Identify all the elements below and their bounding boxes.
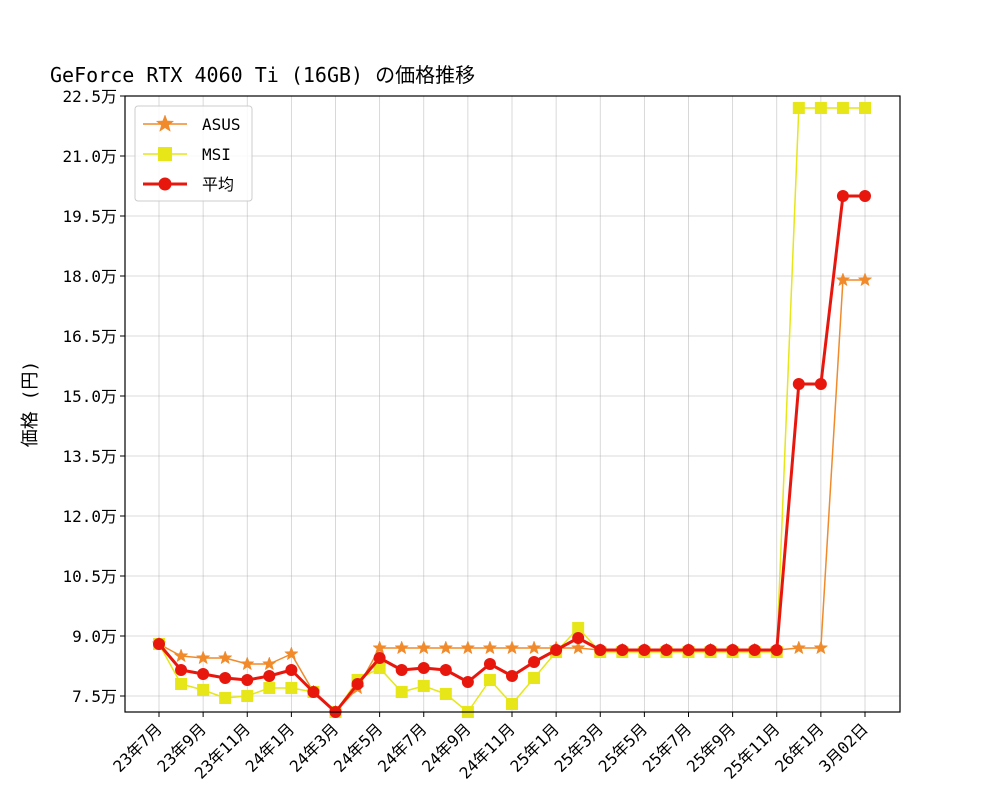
data-point <box>175 678 188 690</box>
data-point <box>528 656 541 668</box>
y-tick-label: 16.5万 <box>62 327 117 346</box>
data-point <box>814 102 827 114</box>
data-point <box>395 664 408 676</box>
series-3 <box>153 190 871 718</box>
legend-marker <box>158 147 172 161</box>
data-point <box>792 378 805 390</box>
data-point <box>219 692 232 704</box>
y-tick-label: 7.5万 <box>72 687 117 706</box>
y-tick-label: 10.5万 <box>62 567 117 586</box>
data-point <box>372 640 387 655</box>
data-point <box>173 648 189 663</box>
data-point <box>394 640 410 655</box>
data-point <box>482 640 498 655</box>
y-axis: 7.5万 9.0万 10.5万 12.0万 13.5万 15.0万 16.5万 18.0万 19… <box>62 87 125 706</box>
data-point <box>748 644 761 656</box>
y-tick-label: 21.0万 <box>62 147 117 166</box>
data-point <box>461 676 474 688</box>
data-point <box>704 644 717 656</box>
y-tick-label: 9.0万 <box>72 627 117 646</box>
y-tick-label: 15.0万 <box>62 387 117 406</box>
data-point <box>438 640 454 655</box>
data-point <box>285 664 298 676</box>
data-point <box>791 640 807 655</box>
y-tick-label: 13.5万 <box>62 447 117 466</box>
data-point <box>395 686 408 698</box>
series-group <box>151 102 873 719</box>
data-point <box>526 640 542 655</box>
data-point <box>460 640 476 655</box>
y-axis-label: 価格 (円) <box>20 361 41 448</box>
chart-title: GeForce RTX 4060 Ti (16GB) の価格推移 <box>50 63 475 87</box>
plot-frame <box>124 95 901 713</box>
data-point <box>792 102 805 114</box>
data-point <box>682 644 695 656</box>
data-point <box>416 640 432 655</box>
legend-label: MSI <box>202 145 231 164</box>
data-point <box>570 640 586 655</box>
y-tick-label: 18.0万 <box>62 267 117 286</box>
data-point <box>836 102 849 114</box>
data-point <box>504 640 520 655</box>
data-point <box>572 622 585 634</box>
y-tick-label: 12.0万 <box>62 507 117 526</box>
data-point <box>285 682 298 694</box>
y-tick-label: 22.5万 <box>62 87 117 106</box>
x-tick-label: 3月02日 <box>815 719 872 776</box>
data-point <box>241 674 254 686</box>
legend-box <box>134 105 253 202</box>
data-point <box>153 638 165 650</box>
data-point <box>726 644 739 656</box>
data-point <box>439 664 452 676</box>
legend: ASUS MSI 平均 <box>134 105 253 202</box>
data-point <box>483 674 496 686</box>
data-point <box>660 644 673 656</box>
data-point <box>814 378 827 390</box>
data-point <box>439 688 452 700</box>
data-point <box>241 690 254 702</box>
data-point <box>417 662 430 674</box>
data-point <box>572 632 585 644</box>
data-point <box>307 686 320 698</box>
data-point <box>528 672 541 684</box>
data-point <box>239 656 255 671</box>
legend-label: 平均 <box>202 175 234 194</box>
data-point <box>261 656 277 671</box>
data-point <box>836 190 849 202</box>
data-point <box>284 646 299 661</box>
x-axis: 23年7月23年9月23年11月24年1月24年3月24年5月24年7月24年9… <box>109 712 872 783</box>
data-point <box>483 658 496 670</box>
data-point <box>550 644 563 656</box>
data-point <box>263 682 276 694</box>
data-point <box>217 650 233 665</box>
data-point <box>506 698 518 710</box>
data-point <box>197 684 210 696</box>
data-point <box>373 652 386 664</box>
data-point <box>813 640 829 655</box>
data-point <box>197 668 210 680</box>
legend-marker <box>158 177 172 191</box>
data-point <box>859 190 871 202</box>
data-point <box>835 272 851 287</box>
data-point <box>263 670 276 682</box>
data-point <box>417 680 430 692</box>
data-point <box>506 670 518 682</box>
data-point <box>594 644 607 656</box>
data-point <box>857 272 873 287</box>
data-point <box>195 650 211 665</box>
data-point <box>616 644 629 656</box>
data-point <box>770 644 783 656</box>
legend-label: ASUS <box>202 115 241 134</box>
y-tick-label: 19.5万 <box>62 207 117 226</box>
data-point <box>373 662 386 674</box>
data-point <box>859 102 871 114</box>
data-point <box>638 644 651 656</box>
data-point <box>219 672 232 684</box>
data-point <box>351 678 364 690</box>
data-point <box>175 664 188 676</box>
legend-marker <box>155 114 175 132</box>
